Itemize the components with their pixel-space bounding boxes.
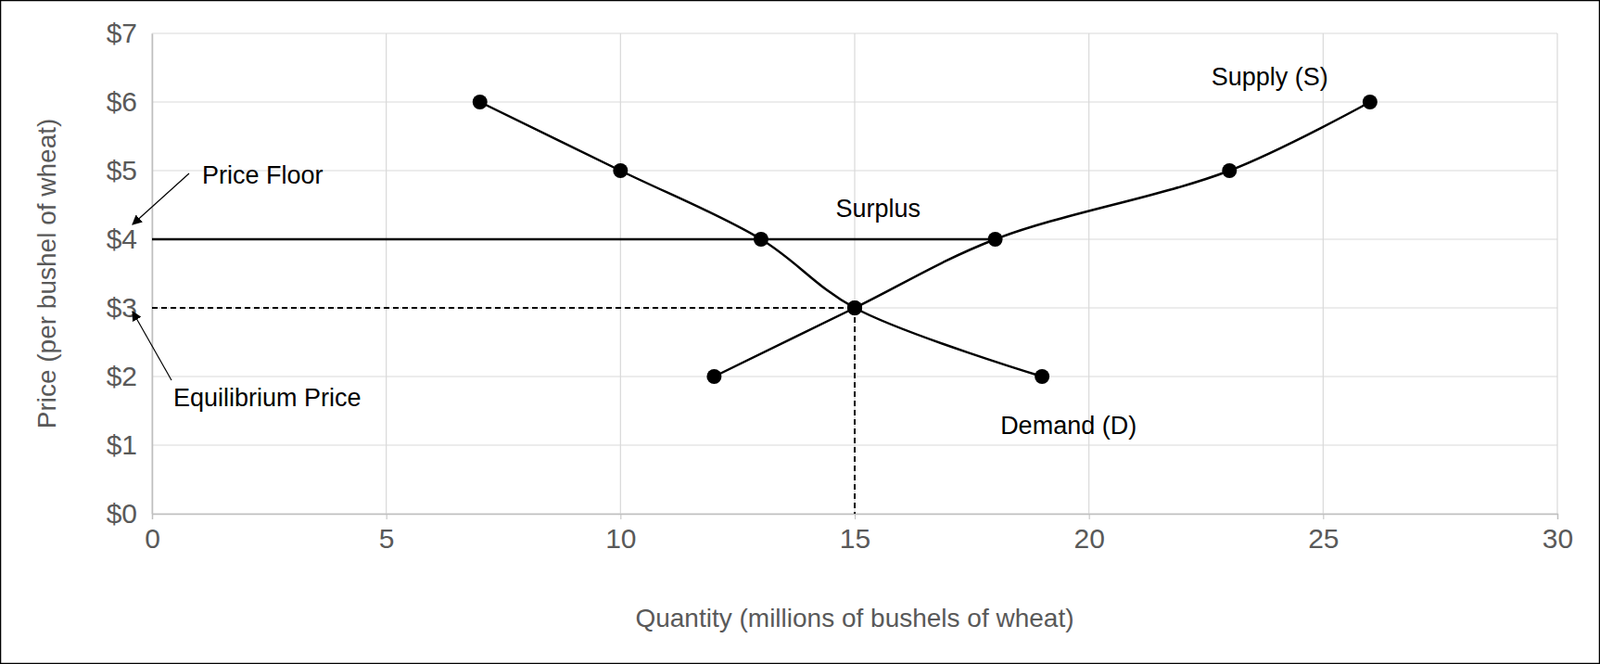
price-floor-arrow [132,173,190,225]
x-tick-label: 15 [839,522,871,554]
equilibrium-quantity-line [853,307,856,514]
series-point [472,94,488,110]
x-tick-mark [1089,513,1091,520]
x-tick: 15 [839,513,871,554]
x-tick-label: 0 [144,522,161,554]
y-tick-label: $3 [106,292,138,323]
x-tick-mark [386,513,388,520]
x-axis-title: Quantity (millions of bushels of wheat) [634,603,1074,633]
series-point [1221,163,1237,178]
y-tick: $5 [106,154,153,186]
x-tick: 20 [1073,513,1105,554]
marks [152,94,1378,514]
x-tick-mark [854,513,856,520]
grid-line [1556,33,1558,514]
y-tick: $7 [106,17,153,49]
y-tick-label: $5 [106,154,138,186]
grid-line [620,33,622,514]
x-axis-line [152,514,1559,521]
y-tick-label: $4 [106,223,138,254]
x-tick-label: 20 [1073,522,1105,554]
series-line [480,101,1042,377]
x-tick-label: 5 [379,522,395,554]
x-tick-label: 25 [1307,522,1339,554]
y-tick-label: $1 [106,429,138,460]
x-tick-mark [152,513,153,520]
y-tick: $3 [106,292,153,323]
x-tick-label: 30 [1542,522,1574,554]
y-axis-line [152,34,154,515]
price-floor-label: Price Floor [202,161,324,190]
y-tick: $1 [106,429,153,460]
series-point [1034,368,1050,384]
series-point [847,300,863,316]
y-tick: $4 [106,223,153,254]
grid-line [1088,33,1090,514]
equilibrium-price-line [152,306,855,309]
grid-line [152,238,1558,240]
grid-line [1322,33,1324,514]
series-line [713,101,1370,377]
y-tick-label: $7 [106,17,138,49]
series-point [706,368,722,384]
series-label: Demand (D) [1000,411,1137,440]
equilibrium-price-arrow [132,311,172,381]
y-tick-label: $0 [106,497,138,529]
y-tick: $0 [106,497,153,529]
x-tick: 0 [144,513,161,554]
x-tick: 30 [1542,513,1574,554]
x-tick: 25 [1307,513,1339,554]
y-tick-label: $2 [106,360,138,392]
y-tick-label: $6 [106,86,138,117]
price-floor-line [152,238,996,242]
grid-line [853,33,855,514]
frame [0,0,1600,664]
chart: 0 5 10 15 20 25 30 $0 $1 $2 $3 $4 $5 $6 $7 Supply (S) De… [0,0,1600,664]
grid-line [151,33,153,514]
surplus-label: Surplus [835,194,921,223]
y-tick: $6 [106,86,153,117]
series-label: Supply (S) [1211,63,1329,91]
x-tick-mark [620,513,622,520]
series-point [612,163,628,178]
annotations: Supply (S) Demand (D) Surplus [835,63,1328,440]
y-axis: $0 $1 $2 $3 $4 $5 $6 $7 [106,17,153,529]
grid [152,33,1558,514]
plot: 0 5 10 15 20 25 30 $0 $1 $2 $3 $4 $5 $6 $7 Supply (S) De… [106,17,1575,554]
x-axis: 0 5 10 15 20 25 30 [144,513,1574,554]
series-point [1362,94,1378,110]
series-point [847,300,863,316]
y-tick: $2 [106,360,153,392]
series-point [988,231,1004,247]
x-tick: 5 [379,513,395,554]
x-tick-label: 10 [605,522,636,554]
x-tick-mark [1322,513,1324,520]
series-point [753,231,769,247]
grid-line [385,33,387,514]
x-tick: 10 [605,513,636,554]
equilibrium-price-label: Equilibrium Price [173,383,362,412]
y-axis-title: Price (per bushel of wheat) [32,118,62,430]
x-tick-mark [1557,513,1559,520]
